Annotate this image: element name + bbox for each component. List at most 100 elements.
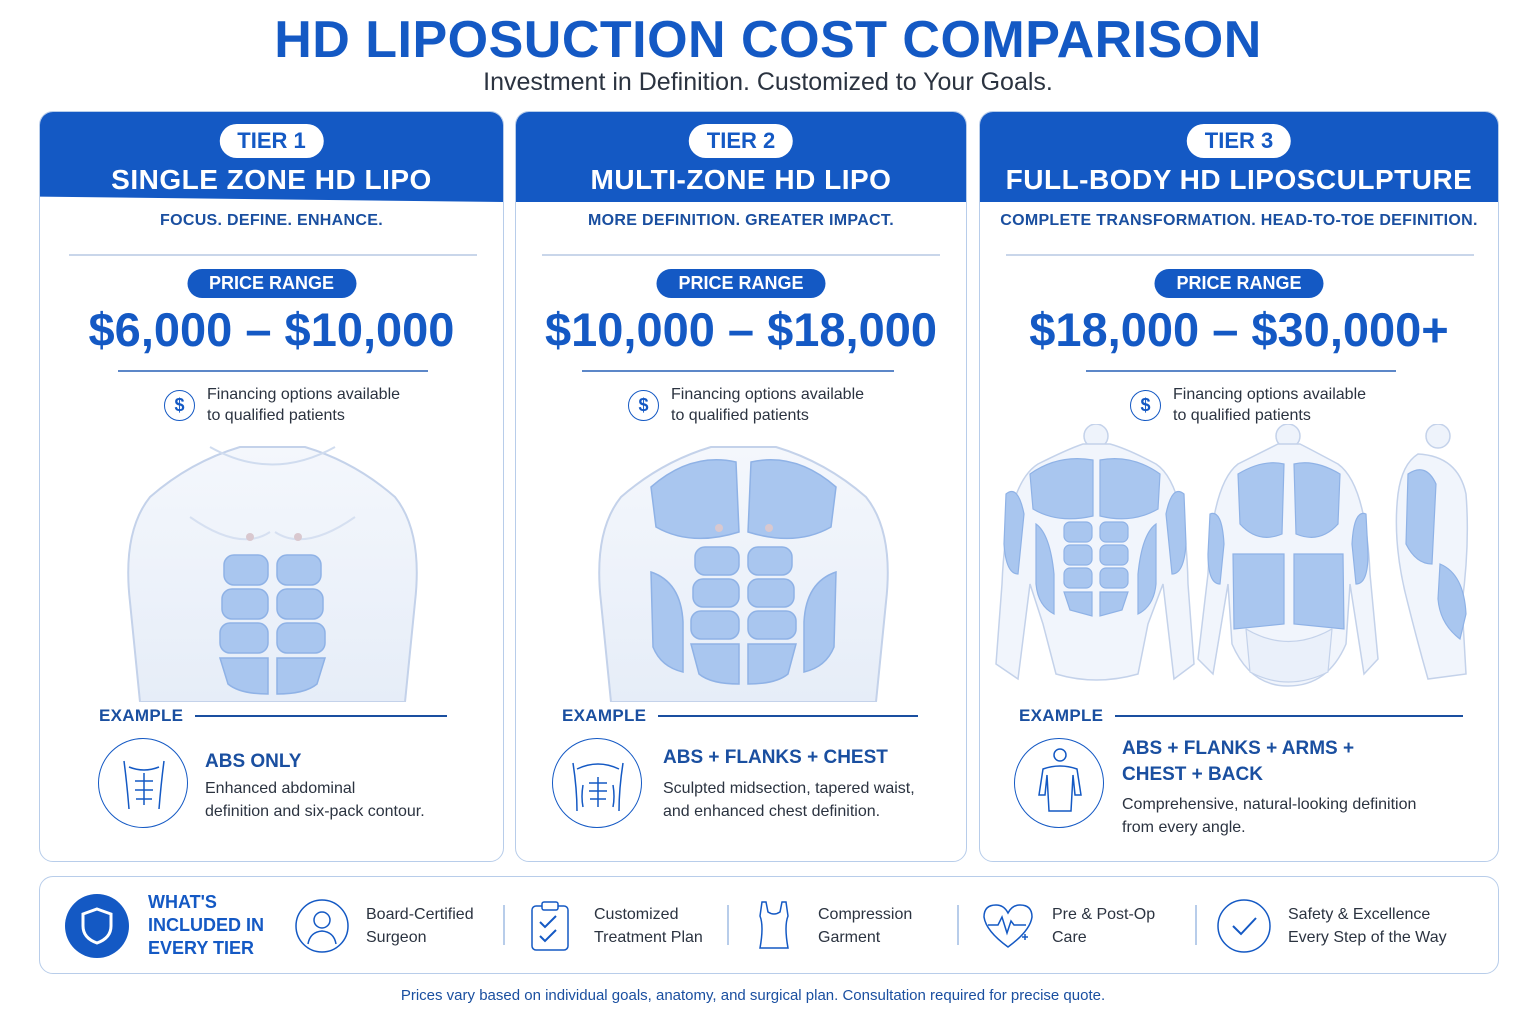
example-description: Comprehensive, natural-looking definitio…	[1122, 793, 1416, 839]
included-item-safety: Safety & Excellence Every Step of the Wa…	[1216, 877, 1447, 975]
included-item-garment: Compression Garment	[746, 877, 912, 975]
price-range-badge: PRICE RANGE	[186, 269, 357, 298]
price-range-badge: PRICE RANGE	[1154, 269, 1324, 298]
financing-note: $ Financing options available to qualifi…	[164, 384, 400, 426]
separator	[727, 905, 729, 945]
footnote: Prices vary based on individual goals, a…	[400, 987, 1106, 1004]
tier-card-1: TIER 1 SINGLE ZONE HD LIPO FOCUS. DEFINE…	[39, 111, 504, 862]
tier-header: TIER 2 MULTI-ZONE HD LIPO	[516, 112, 966, 202]
dollar-icon: $	[628, 389, 659, 421]
dollar-icon: $	[1130, 389, 1161, 421]
included-item-line-1: Compression	[818, 906, 913, 923]
example-desc-line-2: from every angle.	[1122, 819, 1246, 836]
price-divider	[118, 370, 428, 372]
example-row: EXAMPLE	[1019, 706, 1464, 726]
included-item-line-1: Board-Certified	[366, 906, 474, 923]
financing-note: $ Financing options available to qualifi…	[1130, 384, 1366, 426]
example-desc-line-1: Comprehensive, natural-looking definitio…	[1122, 796, 1417, 813]
example-description: Sculpted midsection, tapered waist, and …	[663, 777, 915, 823]
financing-line-2: to qualified patients	[671, 407, 809, 424]
example-label: EXAMPLE	[562, 706, 647, 725]
garment-icon	[746, 898, 802, 954]
tier-header: TIER 1 SINGLE ZONE HD LIPO	[40, 112, 503, 202]
example-title: ABS + FLANKS + CHEST	[663, 747, 888, 768]
separator	[957, 905, 959, 945]
example-title: ABS ONLY	[205, 751, 302, 772]
separator	[1195, 905, 1197, 945]
price-value: $10,000 – $18,000	[544, 303, 938, 356]
clipboard-check-icon	[522, 898, 578, 954]
example-desc-line-1: Enhanced abdominal	[205, 780, 356, 797]
included-item-line-2: Treatment Plan	[594, 929, 703, 946]
tier-header: TIER 3 FULL-BODY HD LIPOSCULPTURE	[980, 112, 1498, 202]
dollar-icon: $	[164, 389, 195, 421]
included-item-line-1: Safety & Excellence	[1288, 906, 1431, 923]
example-title-line-2: CHEST + BACK	[1122, 764, 1263, 785]
example-label: EXAMPLE	[1019, 706, 1104, 725]
check-circle-icon	[1216, 898, 1272, 954]
example-divider	[195, 715, 448, 717]
tier-tagline: MORE DEFINITION. GREATER IMPACT.	[588, 212, 894, 229]
surgeon-icon	[294, 898, 350, 954]
example-title-line-1: ABS + FLANKS + ARMS +	[1122, 738, 1355, 759]
chest-abs-flanks-highlight	[650, 459, 837, 685]
example-desc-line-2: definition and six-pack contour.	[205, 803, 425, 820]
shield-icon	[65, 894, 129, 958]
price-divider	[582, 370, 894, 372]
included-item-surgeon: Board-Certified Surgeon	[294, 877, 474, 975]
financing-line-1: Financing options available	[671, 386, 865, 403]
financing-line-2: to qualified patients	[1173, 407, 1311, 424]
financing-note: $ Financing options available to qualifi…	[628, 384, 864, 426]
financing-line-1: Financing options available	[1173, 386, 1367, 403]
financing-line-2: to qualified patients	[207, 407, 345, 424]
example-desc-line-1: Sculpted midsection, tapered waist,	[663, 780, 915, 797]
included-item-line-2: Care	[1052, 929, 1087, 946]
financing-line-1: Financing options available	[207, 386, 401, 403]
included-heading-line-1: WHAT'S	[148, 892, 217, 912]
included-heading-line-3: EVERY TIER	[148, 938, 255, 958]
tier-badge: TIER 2	[688, 124, 794, 158]
included-heading-line-2: INCLUDED IN	[148, 915, 264, 935]
price-value: $18,000 – $30,000+	[1029, 303, 1449, 356]
tier-name: MULTI-ZONE HD LIPO	[590, 164, 892, 195]
example-row: EXAMPLE	[562, 706, 919, 726]
included-item-line-1: Customized	[594, 906, 679, 923]
example-label: EXAMPLE	[99, 706, 184, 725]
torso-illustration	[127, 446, 418, 702]
included-item-line-2: Surgeon	[366, 929, 427, 946]
price-range-badge: PRICE RANGE	[656, 269, 826, 298]
heart-pulse-icon	[980, 898, 1036, 954]
example-divider	[658, 715, 919, 717]
tier-name: FULL-BODY HD LIPOSCULPTURE	[1005, 164, 1473, 195]
full-body-illustration	[995, 424, 1469, 687]
example-row: EXAMPLE	[99, 706, 448, 726]
abs-highlight	[218, 554, 327, 695]
tier-badge: TIER 3	[1186, 124, 1292, 158]
page-title: HD LIPOSUCTION COST COMPARISON	[274, 11, 1262, 69]
included-panel: WHAT'S INCLUDED IN EVERY TIER Board-Cert…	[39, 876, 1499, 974]
divider	[542, 254, 940, 256]
tier-card-3: TIER 3 FULL-BODY HD LIPOSCULPTURE COMPLE…	[979, 111, 1499, 862]
divider	[69, 254, 477, 256]
example-title: ABS + FLANKS + ARMS + CHEST + BACK	[1122, 736, 1354, 788]
included-item-line-1: Pre & Post-Op	[1052, 906, 1156, 923]
tier-tagline: FOCUS. DEFINE. ENHANCE.	[160, 212, 383, 229]
torso-illustration	[598, 446, 889, 702]
price-divider	[1086, 370, 1396, 372]
tier-badge: TIER 1	[219, 124, 324, 158]
included-heading: WHAT'S INCLUDED IN EVERY TIER	[148, 891, 278, 960]
example-divider	[1115, 715, 1464, 717]
tier-tagline: COMPLETE TRANSFORMATION. HEAD-TO-TOE DEF…	[1000, 212, 1478, 229]
separator	[503, 905, 505, 945]
torso-icon	[552, 738, 642, 828]
included-item-line-2: Every Step of the Way	[1288, 929, 1447, 946]
included-item-care: Pre & Post-Op Care	[980, 877, 1155, 975]
tier-card-2: TIER 2 MULTI-ZONE HD LIPO MORE DEFINITIO…	[515, 111, 967, 862]
abs-icon	[98, 738, 188, 828]
example-description: Enhanced abdominal definition and six-pa…	[205, 777, 425, 823]
body-icon	[1014, 738, 1104, 828]
divider	[1006, 254, 1474, 256]
page-subtitle: Investment in Definition. Customized to …	[483, 68, 1053, 96]
included-item-line-2: Garment	[818, 929, 881, 946]
price-value: $6,000 – $10,000	[88, 303, 455, 356]
